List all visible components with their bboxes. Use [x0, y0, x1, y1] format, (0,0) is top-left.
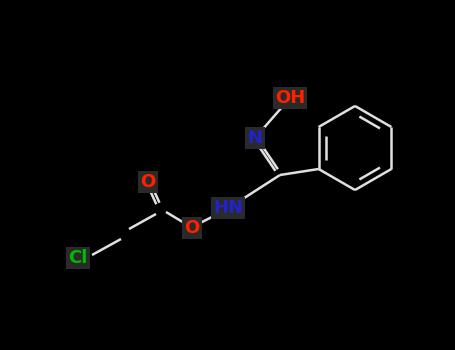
Text: OH: OH: [275, 89, 305, 107]
Text: N: N: [248, 129, 263, 147]
Text: O: O: [141, 173, 156, 191]
Text: Cl: Cl: [68, 249, 88, 267]
Text: HN: HN: [213, 199, 243, 217]
Text: O: O: [184, 219, 200, 237]
